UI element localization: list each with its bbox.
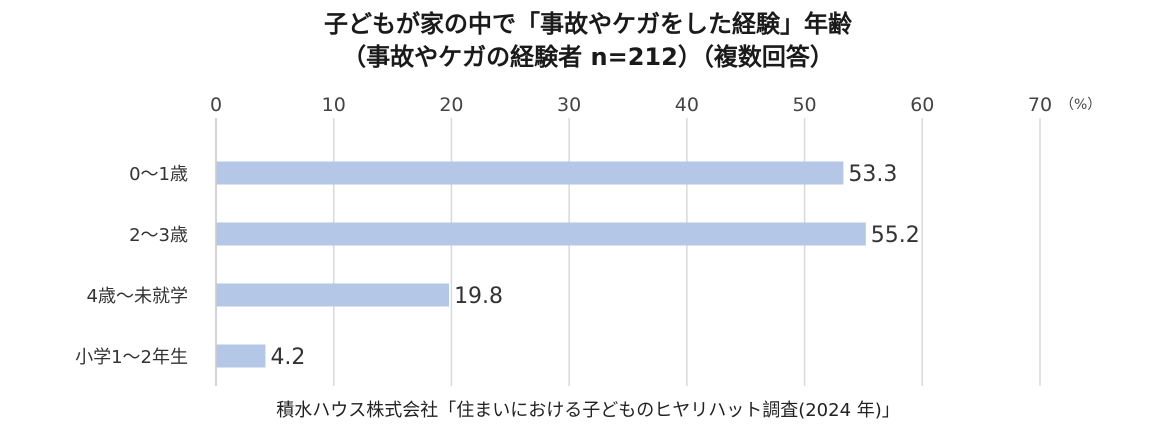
source-note: 積水ハウス株式会社「住まいにおける子どものヒヤリハット調査(2024 年)」 [276,400,900,421]
category-label: 小学1～2年生 [75,347,188,368]
unit-label: （%） [1060,97,1101,113]
x-tick-label: 70 [1028,94,1052,116]
category-label: 4歳～未就学 [87,286,188,307]
bar [216,222,866,246]
x-tick-label: 10 [322,94,346,116]
data-label: 53.3 [848,162,897,187]
bar [216,161,844,185]
x-tick-label: 50 [792,94,816,116]
category-label: 2～3歳 [129,225,188,246]
chart-title-block: 子どもが家の中で「事故やケガをした経験」年齢 （事故やケガの経験者 n=212）… [0,8,1176,74]
x-tick-label: 60 [910,94,934,116]
bar [216,283,450,307]
x-tick-label: 20 [439,94,463,116]
category-label: 0～1歳 [129,164,188,185]
data-label: 19.8 [454,284,503,309]
bar [216,344,266,368]
x-tick-label: 0 [210,94,222,116]
chart-title: 子どもが家の中で「事故やケガをした経験」年齢 [324,10,852,38]
data-label: 55.2 [871,223,920,248]
data-label: 4.2 [270,345,305,370]
chart-subtitle: （事故やケガの経験者 n=212）（複数回答） [342,43,834,71]
x-tick-label: 40 [675,94,699,116]
x-tick-label: 30 [557,94,581,116]
